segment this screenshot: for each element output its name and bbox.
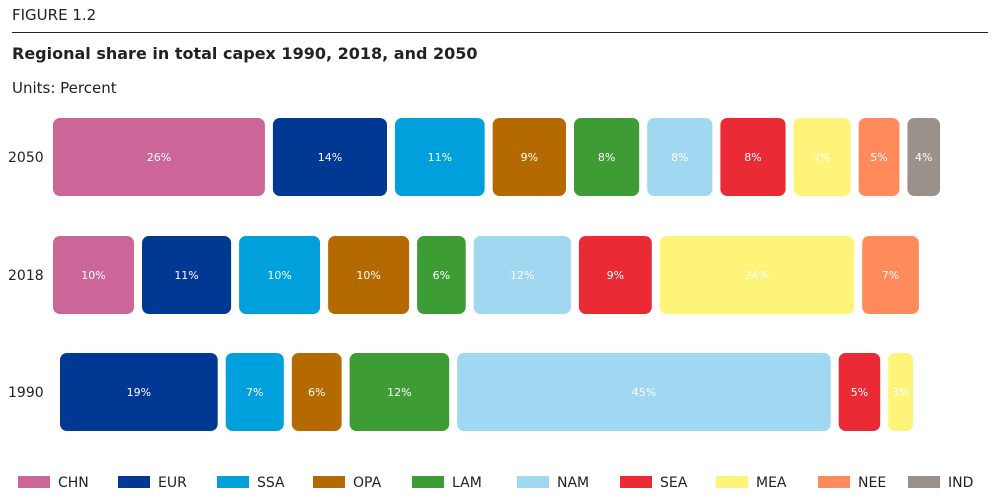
- bar-1990-lam: [349, 353, 450, 431]
- bar-label-1990-ssa: 7%: [246, 386, 263, 399]
- row-label-1990: 1990: [8, 385, 44, 401]
- bar-label-2050-nam: 8%: [671, 151, 688, 164]
- bar-label-2050-opa: 9%: [521, 151, 538, 164]
- bar-label-2050-sea: 8%: [744, 151, 761, 164]
- bar-label-2050-ssa: 11%: [428, 151, 452, 164]
- bar-2018-mea: [659, 236, 855, 314]
- legend-label-chn: CHN: [58, 475, 89, 491]
- bar-2050-mea: [793, 118, 851, 196]
- legend-swatch-sea: [620, 476, 652, 488]
- legend-label-opa: OPA: [353, 475, 382, 491]
- bar-label-1990-opa: 6%: [308, 386, 325, 399]
- legend-swatch-nam: [517, 476, 549, 488]
- legend-swatch-opa: [313, 476, 345, 488]
- bar-2050-nee: [858, 118, 900, 196]
- bar-1990-sea: [838, 353, 881, 431]
- bar-label-2050-eur: 14%: [318, 151, 342, 164]
- legend-label-sea: SEA: [660, 475, 688, 491]
- bar-label-2018-mea: 24%: [745, 269, 769, 282]
- bar-label-1990-eur: 19%: [127, 386, 151, 399]
- bar-1990-eur: [60, 353, 218, 431]
- bar-label-2018-sea: 9%: [607, 269, 624, 282]
- legend-swatch-lam: [412, 476, 444, 488]
- bar-2050-eur: [272, 118, 387, 196]
- bar-2018-lam: [417, 236, 466, 314]
- bar-2050-ind: [907, 118, 940, 196]
- bar-2018-opa: [328, 236, 410, 314]
- bar-2018-nee: [862, 236, 919, 314]
- bar-label-2018-nee: 7%: [882, 269, 899, 282]
- bar-1990-nam: [457, 353, 831, 431]
- bar-label-2050-nee: 5%: [870, 151, 887, 164]
- bar-2050-sea: [720, 118, 786, 196]
- bar-label-1990-lam: 12%: [387, 386, 411, 399]
- bar-2018-chn: [53, 236, 134, 314]
- legend-swatch-chn: [18, 476, 50, 488]
- bar-1990-opa: [291, 353, 342, 431]
- legend-label-lam: LAM: [452, 475, 482, 491]
- row-label-2050: 2050: [8, 150, 44, 166]
- legend-label-ssa: SSA: [257, 475, 285, 491]
- figure-label: FIGURE 1.2: [12, 6, 97, 24]
- legend-label-ind: IND: [948, 475, 973, 491]
- legend-label-mea: MEA: [756, 475, 787, 491]
- legend-label-eur: EUR: [158, 475, 187, 491]
- bar-label-1990-mea: 3%: [892, 386, 909, 399]
- bar-label-2050-lam: 8%: [598, 151, 615, 164]
- bar-label-2018-opa: 10%: [356, 269, 380, 282]
- bar-label-2050-chn: 26%: [147, 151, 171, 164]
- bar-2050-chn: [53, 118, 265, 196]
- legend-swatch-ind: [908, 476, 940, 488]
- legend-swatch-nee: [818, 476, 850, 488]
- bar-2018-nam: [473, 236, 571, 314]
- bar-2018-eur: [142, 236, 232, 314]
- legend-swatch-eur: [118, 476, 150, 488]
- bar-label-2050-ind: 4%: [915, 151, 932, 164]
- bar-label-1990-nam: 45%: [632, 386, 656, 399]
- bar-2018-ssa: [239, 236, 321, 314]
- bar-label-2018-eur: 11%: [174, 269, 198, 282]
- bar-2050-opa: [492, 118, 566, 196]
- bar-label-2018-nam: 12%: [510, 269, 534, 282]
- bar-label-2018-chn: 10%: [81, 269, 105, 282]
- bar-label-2018-ssa: 10%: [267, 269, 291, 282]
- bar-1990-mea: [888, 353, 914, 431]
- chart-title: Regional share in total capex 1990, 2018…: [12, 44, 478, 63]
- bar-2050-lam: [574, 118, 640, 196]
- bar-2050-ssa: [395, 118, 485, 196]
- bar-2050-nam: [647, 118, 713, 196]
- legend-swatch-ssa: [217, 476, 249, 488]
- legend-label-nee: NEE: [858, 475, 886, 491]
- bar-label-2050-mea: 7%: [813, 151, 830, 164]
- row-label-2018: 2018: [8, 268, 44, 284]
- bar-label-2018-lam: 6%: [433, 269, 450, 282]
- bar-label-1990-sea: 5%: [851, 386, 868, 399]
- title-rule: [12, 32, 988, 33]
- legend-label-nam: NAM: [557, 475, 589, 491]
- units-label: Units: Percent: [12, 79, 117, 97]
- legend-swatch-mea: [716, 476, 748, 488]
- bar-1990-ssa: [225, 353, 284, 431]
- bar-2018-sea: [578, 236, 652, 314]
